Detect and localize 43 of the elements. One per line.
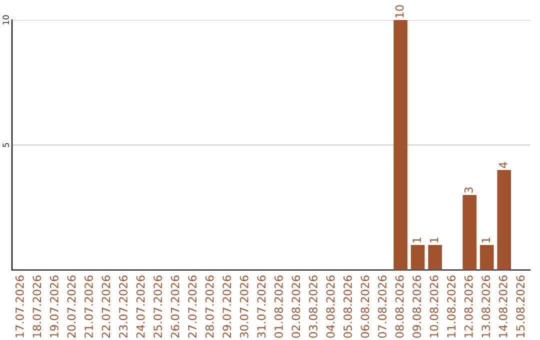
- x-tick-label: 10.08.2026: [430, 276, 438, 338]
- x-tick-label: 17.07.2026: [15, 276, 24, 338]
- x-tick-label: 03.08.2026: [308, 276, 318, 338]
- bar: [428, 245, 442, 270]
- bar: [394, 20, 408, 270]
- x-tick-label: 26.07.2026: [170, 276, 180, 338]
- x-tick-label: 04.08.2026: [326, 276, 335, 338]
- x-tick-label: 06.08.2026: [360, 276, 370, 338]
- x-tick-label: 27.07.2026: [188, 276, 197, 338]
- x-tick-label: 01.08.2026: [274, 276, 283, 338]
- x-tick-label: 14.08.2026: [498, 276, 508, 338]
- data-label: 1: [482, 238, 490, 242]
- y-tick-label: 5: [2, 143, 9, 148]
- data-label: 4: [499, 162, 508, 168]
- x-tick-label: 21.07.2026: [84, 276, 93, 338]
- x-tick-label: 08.08.2026: [395, 276, 404, 338]
- bar: [480, 245, 494, 270]
- x-tick-label: 22.07.2026: [102, 276, 110, 338]
- x-tick-label: 19.07.2026: [50, 276, 58, 338]
- bar: [497, 170, 512, 270]
- x-tick-label: 24.07.2026: [136, 276, 145, 338]
- x-tick-label: 25.07.2026: [154, 276, 162, 338]
- data-label: 3: [464, 187, 473, 193]
- x-tick-label: 02.08.2026: [292, 276, 300, 338]
- x-tick-label: 07.08.2026: [378, 276, 386, 338]
- x-tick-label: 09.08.2026: [412, 276, 421, 338]
- bar: [462, 195, 476, 270]
- x-tick-label: 29.07.2026: [222, 276, 232, 338]
- x-tick-label: 15.08.2026: [516, 276, 525, 338]
- x-tick-label: 11.08.2026: [447, 276, 456, 338]
- x-tick-label: 12.08.2026: [464, 276, 473, 338]
- bar: [410, 245, 425, 270]
- data-label: 1: [430, 238, 438, 242]
- data-label: 1: [412, 238, 421, 242]
- x-tick-label: 20.07.2026: [67, 276, 76, 338]
- x-tick-label: 18.07.2026: [32, 276, 42, 338]
- x-tick-label: 13.08.2026: [482, 276, 490, 338]
- x-tick-label: 23.07.2026: [119, 276, 128, 338]
- x-tick-label: 05.08.2026: [344, 276, 352, 338]
- x-tick-label: 28.07.2026: [205, 276, 214, 338]
- x-tick-label: 30.07.2026: [240, 276, 248, 338]
- x-tick-label: 31.07.2026: [257, 276, 266, 338]
- data-label: 10: [395, 5, 404, 18]
